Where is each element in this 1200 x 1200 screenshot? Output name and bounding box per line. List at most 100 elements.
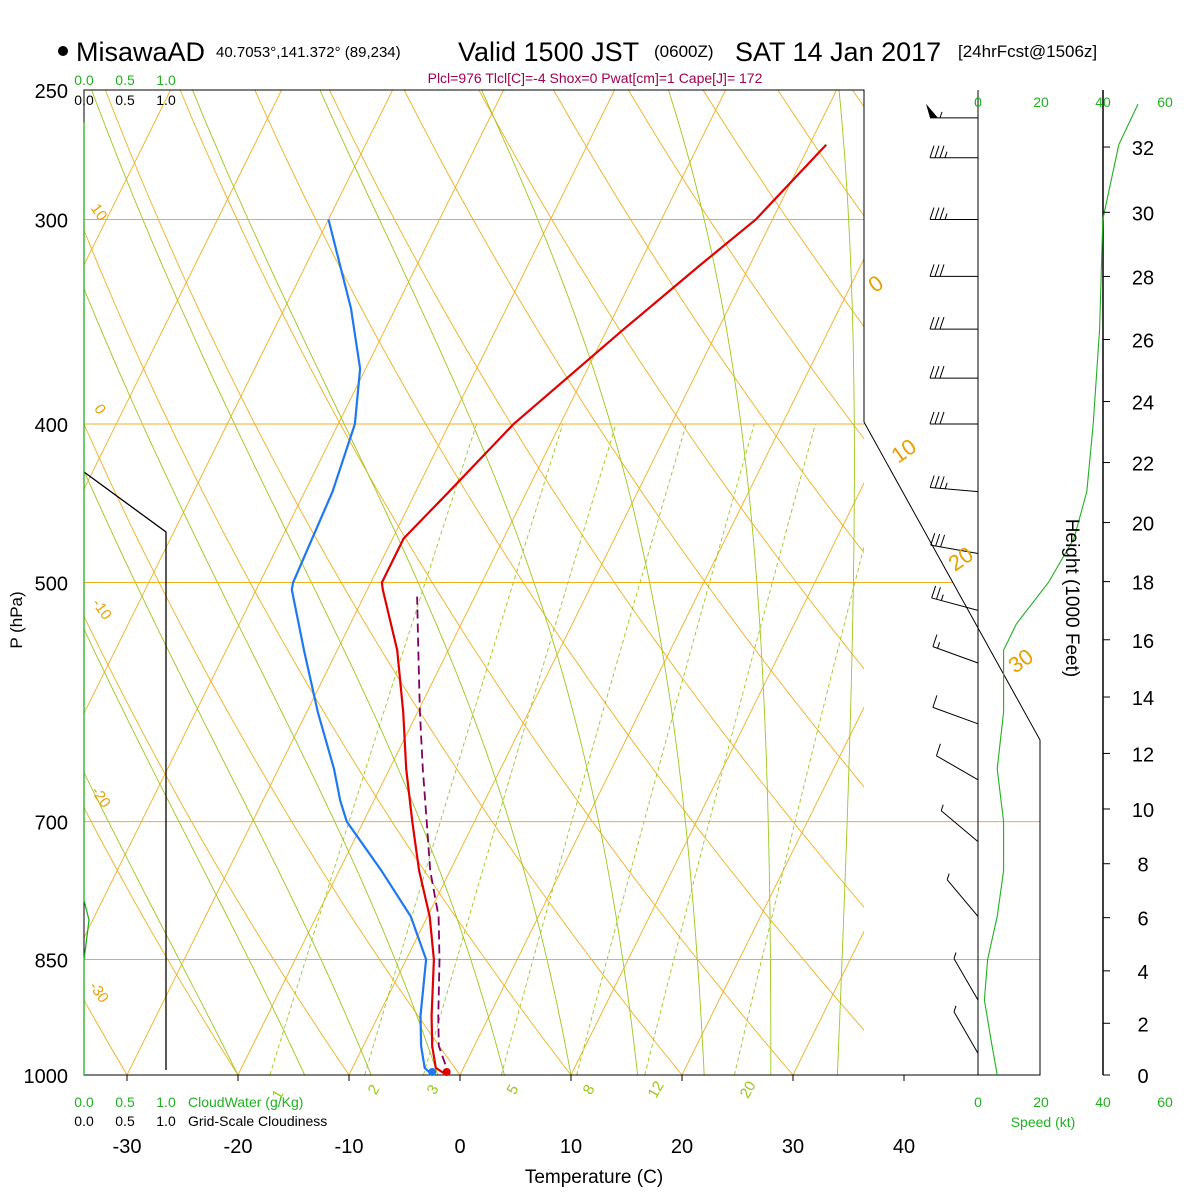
wind-barb — [946, 873, 979, 917]
wind-barb — [932, 634, 979, 664]
x-tick-label: -30 — [113, 1136, 142, 1158]
wind-barb-flag — [935, 533, 941, 547]
station-dot-icon — [58, 46, 68, 56]
background-lines — [0, 90, 1200, 1075]
wind-barb-flag — [935, 587, 941, 600]
cloudiness-tick-label-top: 0.5 — [115, 92, 135, 108]
dry-adiabat-line — [84, 228, 572, 1075]
cloudwater-label: CloudWater (g/Kg) — [188, 1094, 303, 1110]
dry-adiabat-line — [1151, 90, 1200, 1075]
pressure-tick-label: 500 — [35, 574, 68, 596]
wind-barb-half-flag — [940, 594, 944, 601]
wind-barb-staff — [930, 486, 979, 493]
height-tick-label: 20 — [1132, 514, 1154, 536]
isotherm-line — [1015, 90, 1200, 1075]
dry-adiabat-line — [1002, 90, 1200, 1075]
wind-barb — [929, 207, 978, 221]
height-tick-label: 8 — [1137, 855, 1148, 877]
wind-barb-flag — [934, 475, 940, 489]
wind-barb-half-flag — [953, 952, 957, 959]
cloudiness-label: Grid-Scale Cloudiness — [188, 1113, 327, 1129]
moist-adiabat-line — [84, 771, 239, 1075]
cloudwater-profile-line — [83, 122, 90, 1075]
wind-barb-flag — [939, 476, 945, 489]
cloudiness-tick-label-bottom: 1.0 — [156, 1113, 176, 1129]
height-tick-label: 24 — [1132, 393, 1154, 415]
wind-barb-flag — [935, 743, 941, 756]
pressure-tick-label: 400 — [35, 415, 68, 437]
mixing-ratio-line — [733, 545, 864, 1075]
moist-adiabat-line — [192, 90, 572, 1075]
wind-barb — [935, 743, 979, 781]
wind-barb-half-flag — [940, 804, 944, 811]
wind-barb-flag — [929, 207, 935, 220]
wind-barb-staff — [946, 879, 979, 917]
wind-barb-flag — [929, 316, 935, 330]
surface-temperature-marker — [442, 1068, 451, 1076]
dry-adiabat-line — [84, 423, 461, 1075]
wind-barb-flag — [939, 145, 945, 158]
temperature-line — [380, 143, 828, 1075]
isotherm-line — [84, 90, 282, 491]
mixing-ratio-line — [269, 423, 478, 1075]
moist-adiabat-line — [481, 90, 705, 1075]
height-tick-label: 16 — [1132, 631, 1154, 653]
wind-barb-flag — [934, 145, 940, 158]
isotherm-label: -10 — [89, 596, 115, 624]
dry-adiabat-line — [84, 806, 239, 1075]
pressure-tick-label: 700 — [35, 813, 68, 835]
x-tick-label: 10 — [560, 1136, 582, 1158]
height-axis-title: Height (1000 Feet) — [1061, 519, 1082, 677]
mixing-ratio-line — [364, 423, 564, 1075]
dry-adiabat-line — [0, 90, 16, 1075]
wind-barb-half-flag — [946, 873, 950, 880]
x-tick-label: 30 — [782, 1136, 804, 1158]
wind-barb-staff — [932, 706, 979, 725]
wind-barb — [940, 804, 979, 842]
moist-adiabat-line — [319, 90, 639, 1075]
wind-barb-half-flag — [953, 1005, 957, 1012]
wind-barb-flag — [932, 695, 938, 708]
x-axis-title: Temperature (C) — [525, 1167, 663, 1188]
wind-barb-flag — [939, 316, 945, 330]
cloudiness-tick-label-top: 1.0 — [156, 92, 176, 108]
height-tick-label: 14 — [1132, 688, 1154, 710]
cloudwater-tick-label-bottom: 0.0 — [74, 1094, 94, 1110]
cloudwater-tick-label-top: 0.0 — [74, 72, 94, 88]
y-axis-title: P (hPa) — [7, 591, 26, 648]
mixing-ratio-label: 8 — [580, 1082, 599, 1098]
moist-adiabat-line — [84, 287, 439, 1075]
speed-label: Speed (kt) — [1011, 1114, 1076, 1130]
x-tick-label: -10 — [335, 1136, 364, 1158]
isotherm-line — [84, 90, 171, 266]
isotherm-label: 30 — [1004, 644, 1038, 679]
wind-barb-staff — [931, 597, 979, 611]
x-tick-label: 0 — [454, 1136, 465, 1158]
station-coords: 40.7053°,141.372° (89,234) — [216, 44, 401, 61]
wind-barb-flag — [930, 533, 936, 546]
height-tick-label: 12 — [1132, 744, 1154, 766]
x-tick-label: -20 — [224, 1136, 253, 1158]
wind-barb-flag — [934, 411, 940, 425]
valid-zulu: (0600Z) — [654, 42, 714, 61]
mixing-ratio-label: 3 — [424, 1082, 443, 1098]
cloudiness-tick-label-top: 0.0 — [74, 92, 94, 108]
speed-tick-label-top: 0 — [974, 94, 982, 110]
height-tick-label: 30 — [1132, 203, 1154, 225]
speed-tick-label-bottom: 20 — [1033, 1094, 1049, 1110]
wind-barb-flag — [940, 534, 946, 548]
x-tick-label: 20 — [671, 1136, 693, 1158]
wind-barb — [929, 264, 978, 277]
moist-adiabat-line — [84, 469, 372, 1075]
dewpoint-line — [290, 219, 434, 1075]
dry-adiabat-line — [627, 90, 864, 440]
wind-barb — [929, 145, 978, 159]
height-tick-label: 6 — [1137, 909, 1148, 931]
isotherm-label: 10 — [887, 434, 921, 469]
wind-barb — [931, 585, 979, 611]
speed-tick-label-bottom: 40 — [1095, 1094, 1111, 1110]
pressure-tick-label: 300 — [35, 211, 68, 233]
height-tick-label: 0 — [1137, 1066, 1148, 1088]
x-tick-label: 40 — [893, 1136, 915, 1158]
